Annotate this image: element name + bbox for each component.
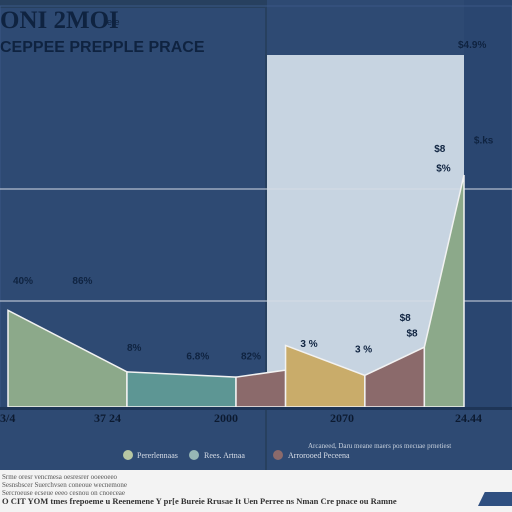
legend-swatch bbox=[189, 450, 199, 460]
x-tick-label: 37 24 bbox=[94, 411, 121, 425]
chart-title-top-small: ete bbox=[107, 17, 120, 27]
footer-text: O CIT YOM tmes frepoeme u Reenemene Y pr… bbox=[2, 496, 397, 506]
legend-label: Rees. Artnaa bbox=[204, 451, 245, 460]
x-axis bbox=[0, 407, 512, 410]
data-label: $8 bbox=[434, 144, 446, 155]
x-tick-label: 3/4 bbox=[0, 411, 15, 425]
data-label: 3 % bbox=[300, 339, 317, 350]
data-label: 82% bbox=[241, 352, 261, 363]
legend-label: Arrorooed Peceena bbox=[288, 451, 350, 460]
top-right-value-label: $4.9% bbox=[458, 40, 486, 51]
header-separator bbox=[265, 0, 267, 470]
data-label: $8 bbox=[407, 329, 419, 340]
legend-swatch bbox=[273, 450, 283, 460]
right-panel bbox=[464, 55, 512, 407]
footer-line: Sesnsbscer Suerchvsen coneoue wecnemone bbox=[2, 481, 127, 489]
data-label: 40% bbox=[13, 276, 33, 287]
data-label: 6.8% bbox=[186, 352, 209, 363]
footer-line: Srme oresr vencmesa oesresrer ooeeoeeo bbox=[2, 473, 118, 481]
footer-line: Sercroeuse ecseue eeeo cesnou on cnoecea… bbox=[2, 489, 126, 497]
x-tick-label: 24.44 bbox=[455, 411, 482, 425]
x-tick-label: 2070 bbox=[330, 411, 354, 425]
right-note: Arcaneed, Daru meane maers pos mecuae pr… bbox=[308, 442, 451, 450]
footer: Srme oresr vencmesa oesresrer ooeeoeeo S… bbox=[0, 470, 512, 512]
value-labels: 40% 86% 8% 6.8% 82% 3 % 3 % $8 $8 $8 $% $.ks bbox=[13, 135, 494, 362]
legend-label: Pererlennaas bbox=[137, 451, 178, 460]
footer-badge bbox=[478, 492, 512, 506]
x-tick-label: 2000 bbox=[214, 411, 238, 425]
area-segment bbox=[235, 369, 287, 408]
area-segment bbox=[126, 371, 237, 408]
x-axis-labels: 3/4 37 24 2000 2070 24.44 bbox=[0, 411, 482, 425]
chart-title-top: ONI 2MOI bbox=[0, 7, 119, 34]
data-label: 3 % bbox=[355, 345, 372, 356]
data-label: $.ks bbox=[474, 135, 494, 146]
legend: Pererlennaas Rees. Artnaa Arrorooed Pece… bbox=[123, 450, 350, 460]
right-panel-top bbox=[464, 0, 512, 55]
chart-title: CEPPEE PREPPLE PRACE bbox=[0, 39, 205, 56]
data-label: $% bbox=[436, 163, 451, 174]
area-chart: ONI 2MOI ete CEPPEE PREPPLE PRACE $4.9% … bbox=[0, 0, 512, 470]
data-label: 86% bbox=[72, 276, 92, 287]
legend-swatch bbox=[123, 450, 133, 460]
data-label: 8% bbox=[127, 343, 142, 354]
area-series bbox=[7, 174, 465, 408]
header-bar bbox=[0, 0, 266, 8]
data-label: $8 bbox=[400, 313, 412, 324]
